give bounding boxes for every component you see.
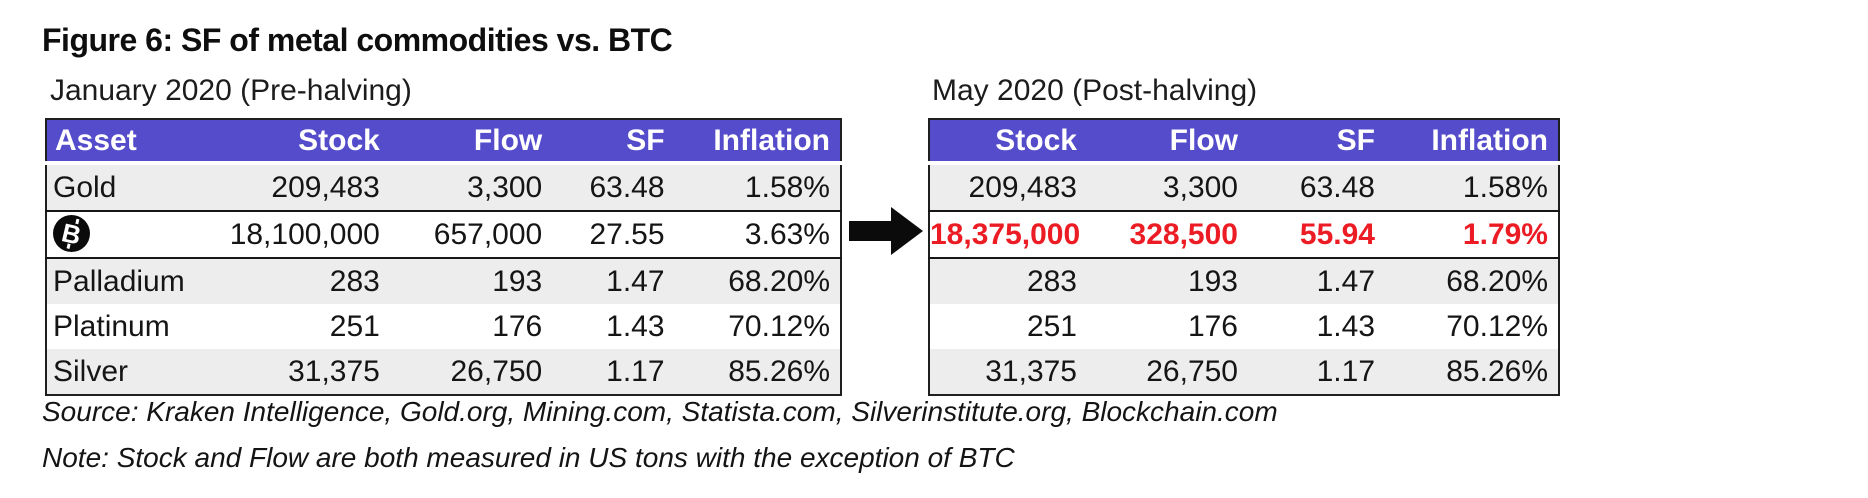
header-row: Asset Stock Flow SF Inflation [46,119,841,165]
table-row-platinum: Platinum 251 176 1.43 70.12% [46,304,841,349]
cell-flow: 3,300 [1087,163,1248,211]
cell-inflation: 1.58% [1385,163,1559,211]
cell-flow: 193 [1087,258,1248,304]
post-halving-table: Stock Flow SF Inflation 209,483 3,300 63… [928,118,1560,396]
cell-sf: 27.55 [552,210,675,259]
column-header-sf: SF [552,119,675,165]
cell-sf: 55.94 [1248,210,1385,259]
cell-stock: 283 [929,258,1087,304]
cell-asset: B [46,210,192,259]
cell-flow: 328,500 [1087,210,1248,259]
cell-flow: 3,300 [389,163,553,211]
cell-flow: 193 [389,258,553,304]
cell-flow: 176 [1087,304,1248,349]
column-header-stock: Stock [191,119,390,165]
cell-inflation: 3.63% [674,210,841,259]
table-row-silver: Silver 31,375 26,750 1.17 85.26% [46,349,841,395]
cell-sf: 1.47 [1248,258,1385,304]
table-row-platinum: 251 176 1.43 70.12% [929,304,1559,349]
cell-asset: Palladium [46,258,192,304]
cell-flow: 657,000 [389,210,553,259]
pre-halving-subtitle: January 2020 (Pre-halving) [50,74,412,107]
cell-sf: 1.17 [552,349,675,395]
cell-sf: 1.43 [552,304,675,349]
cell-inflation: 68.20% [674,258,841,304]
figure-title: Figure 6: SF of metal commodities vs. BT… [42,22,673,58]
cell-stock: 31,375 [191,349,390,395]
cell-sf: 1.47 [552,258,675,304]
cell-inflation: 70.12% [674,304,841,349]
cell-sf: 63.48 [1248,163,1385,211]
source-text: Source: Kraken Intelligence, Gold.org, M… [42,396,1278,427]
column-header-flow: Flow [1087,119,1248,165]
table-row-btc: 18,375,000 328,500 55.94 1.79% [929,210,1559,259]
cell-asset: Silver [46,349,192,395]
column-header-stock: Stock [929,119,1087,165]
table-row-palladium: 283 193 1.47 68.20% [929,258,1559,304]
cell-sf: 1.43 [1248,304,1385,349]
column-header-inflation: Inflation [1385,119,1559,165]
cell-stock: 209,483 [929,163,1087,211]
header-row: Stock Flow SF Inflation [929,119,1559,165]
table-row-silver: 31,375 26,750 1.17 85.26% [929,349,1559,395]
cell-asset: Platinum [46,304,192,349]
table-row-btc: B 18,100,000 657,000 27.55 3.63% [46,210,841,259]
note-text: Note: Stock and Flow are both measured i… [42,442,1015,473]
cell-flow: 26,750 [1087,349,1248,395]
cell-flow: 26,750 [389,349,553,395]
cell-sf: 63.48 [552,163,675,211]
right-arrow-icon [849,205,923,257]
cell-asset: Gold [46,163,192,211]
cell-stock: 18,375,000 [929,210,1087,259]
cell-inflation: 85.26% [674,349,841,395]
cell-sf: 1.17 [1248,349,1385,395]
post-halving-subtitle: May 2020 (Post-halving) [932,74,1258,107]
table-row-gold: Gold 209,483 3,300 63.48 1.58% [46,163,841,211]
table-row-gold: 209,483 3,300 63.48 1.58% [929,163,1559,211]
cell-stock: 18,100,000 [191,210,390,259]
column-header-asset: Asset [46,119,192,165]
cell-stock: 31,375 [929,349,1087,395]
cell-stock: 251 [191,304,390,349]
column-header-sf: SF [1248,119,1385,165]
cell-stock: 209,483 [191,163,390,211]
column-header-flow: Flow [389,119,553,165]
cell-flow: 176 [389,304,553,349]
cell-inflation: 70.12% [1385,304,1559,349]
table-row-palladium: Palladium 283 193 1.47 68.20% [46,258,841,304]
cell-inflation: 1.58% [674,163,841,211]
bitcoin-icon: B [53,214,90,252]
cell-inflation: 68.20% [1385,258,1559,304]
cell-stock: 251 [929,304,1087,349]
cell-stock: 283 [191,258,390,304]
pre-halving-table: Asset Stock Flow SF Inflation Gold 209,4… [45,118,842,396]
cell-inflation: 85.26% [1385,349,1559,395]
cell-inflation: 1.79% [1385,210,1559,259]
column-header-inflation: Inflation [674,119,841,165]
